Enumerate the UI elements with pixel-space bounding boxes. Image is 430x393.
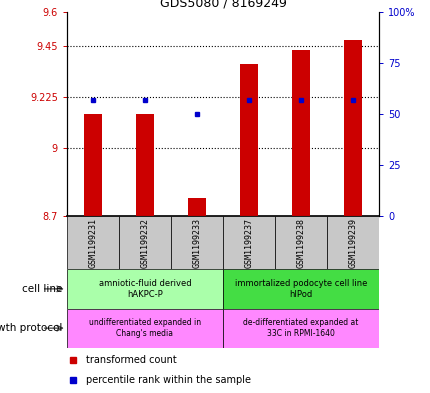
Text: transformed count: transformed count xyxy=(85,355,176,365)
Bar xyxy=(223,216,274,269)
Text: immortalized podocyte cell line
hIPod: immortalized podocyte cell line hIPod xyxy=(234,279,366,299)
Text: undifferentiated expanded in
Chang's media: undifferentiated expanded in Chang's med… xyxy=(89,318,200,338)
Text: GSM1199233: GSM1199233 xyxy=(192,218,201,268)
Text: GSM1199231: GSM1199231 xyxy=(88,218,97,268)
Bar xyxy=(187,198,206,216)
Text: de-differentiated expanded at
33C in RPMI-1640: de-differentiated expanded at 33C in RPM… xyxy=(243,318,358,338)
Text: GSM1199239: GSM1199239 xyxy=(348,218,357,268)
Text: GSM1199237: GSM1199237 xyxy=(244,218,253,268)
Bar xyxy=(67,309,223,348)
Text: percentile rank within the sample: percentile rank within the sample xyxy=(85,375,250,385)
Bar xyxy=(240,64,258,216)
Text: growth protocol: growth protocol xyxy=(0,323,62,333)
Text: GSM1199232: GSM1199232 xyxy=(140,218,149,268)
Bar xyxy=(223,309,378,348)
Bar xyxy=(292,50,310,216)
Bar xyxy=(67,269,223,309)
Bar xyxy=(171,216,223,269)
Text: cell line: cell line xyxy=(22,284,62,294)
Bar xyxy=(326,216,378,269)
Bar xyxy=(343,40,362,216)
Bar xyxy=(135,114,154,216)
Title: GDS5080 / 8169249: GDS5080 / 8169249 xyxy=(159,0,286,9)
Bar xyxy=(274,216,326,269)
Bar xyxy=(119,216,171,269)
Bar xyxy=(67,216,119,269)
Text: amniotic-fluid derived
hAKPC-P: amniotic-fluid derived hAKPC-P xyxy=(98,279,191,299)
Bar xyxy=(83,114,102,216)
Text: GSM1199238: GSM1199238 xyxy=(296,218,305,268)
Bar xyxy=(223,269,378,309)
